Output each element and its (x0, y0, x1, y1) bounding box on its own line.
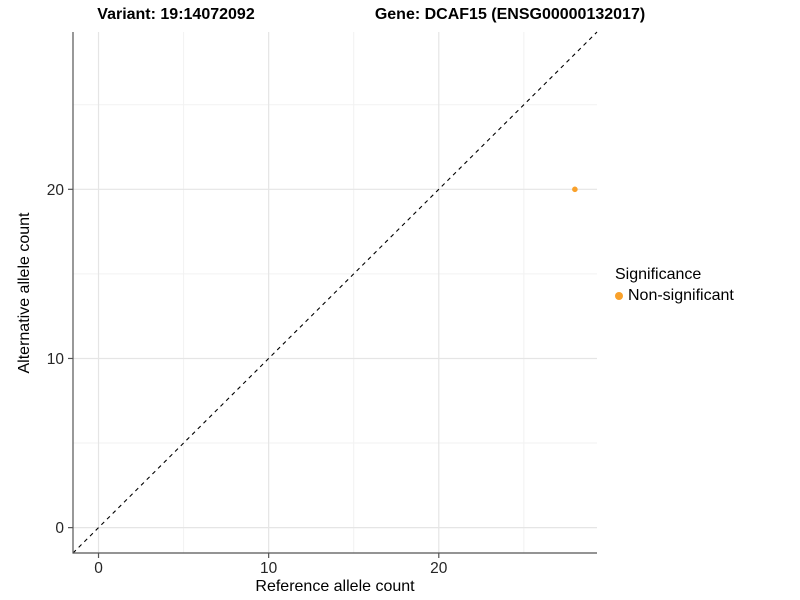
legend-point-icon (615, 292, 623, 300)
y-axis-title: Alternative allele count (16, 212, 33, 374)
y-tick-label: 10 (47, 351, 65, 368)
identity-line (72, 31, 598, 554)
data-point (572, 186, 578, 193)
legend-item-label: Non-significant (628, 287, 734, 304)
plot-title-variant: Variant: 19:14072092 (97, 6, 255, 23)
x-tick-label: 0 (94, 560, 103, 577)
plot-title-gene: Gene: DCAF15 (ENSG00000132017) (374, 6, 646, 23)
legend-item: Non-significant (615, 287, 734, 305)
legend: Significance Non-significant (615, 266, 734, 305)
y-tick-label: 0 (55, 520, 64, 537)
legend-title: Significance (615, 266, 702, 283)
x-tick-label: 20 (430, 560, 448, 577)
x-tick-label: 10 (260, 560, 278, 577)
y-tick-label: 20 (47, 182, 65, 199)
x-axis-title: Reference allele count (255, 578, 415, 595)
